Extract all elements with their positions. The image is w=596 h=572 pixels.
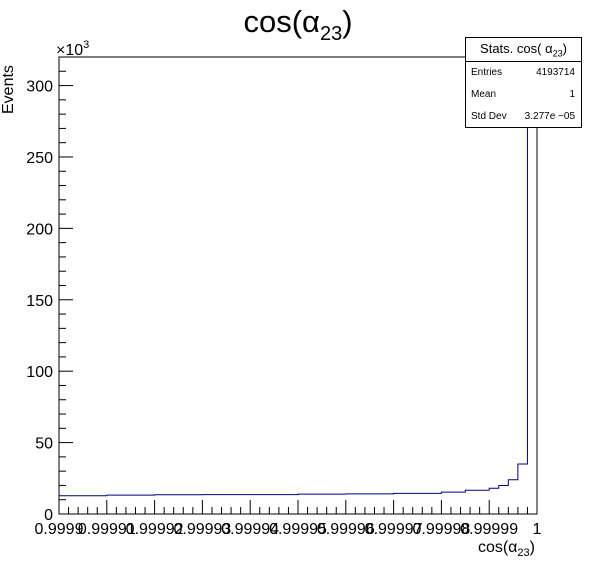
stats-mean-value: 1 — [569, 89, 575, 100]
stats-stddev-value: 3.277e −05 — [524, 111, 575, 122]
x-tick-label: 0.99992 — [126, 521, 184, 538]
stats-entries-value: 4193714 — [536, 67, 575, 78]
x-tick-label: 0.99998 — [412, 521, 470, 538]
x-axis-label-base: cos(α — [478, 539, 517, 556]
histogram-bin — [59, 496, 107, 514]
y-tick-label: 100 — [26, 364, 53, 381]
y-tick-label: 300 — [26, 79, 53, 96]
stats-box: Stats. cos( α23) Entries 4193714 Mean 1 … — [465, 37, 582, 128]
y-axis-label: Events — [0, 65, 17, 114]
stats-title: Stats. cos( α23) — [466, 38, 581, 62]
stats-mean-label: Mean — [471, 89, 497, 100]
x-tick-label: 1 — [533, 521, 542, 538]
y-tick-label: 200 — [26, 221, 53, 238]
histogram-bin — [465, 490, 489, 514]
stats-stddev-label: Std Dev — [471, 111, 507, 122]
y-tick-label: 250 — [26, 150, 53, 167]
x-tick-label: 0.9999 — [35, 521, 84, 538]
y-exponent-power: 3 — [83, 39, 89, 51]
x-axis-label-subscript: 23 — [517, 547, 529, 559]
x-axis-label-close: ) — [530, 539, 535, 556]
chart-title-close: ) — [342, 4, 352, 39]
x-axis-label: cos(α23) — [478, 539, 535, 559]
histogram-bin — [155, 495, 203, 514]
stats-row-mean: Mean 1 — [466, 84, 581, 106]
chart-title: cos(α23) — [243, 4, 352, 45]
histogram-bin — [250, 495, 298, 514]
y-exponent-label: ×103 — [56, 39, 89, 59]
stats-entries-label: Entries — [471, 67, 503, 78]
stats-title-subscript: 23 — [552, 48, 563, 59]
histogram-bin — [441, 492, 465, 514]
histogram-bin — [202, 495, 250, 514]
histogram-bin — [508, 480, 518, 514]
histogram-bin — [346, 494, 394, 514]
x-tick-label: 0.99996 — [317, 521, 375, 538]
stats-title-base: Stats. cos( α — [480, 41, 553, 56]
plot-frame — [58, 56, 538, 515]
y-exponent-base: ×10 — [56, 42, 83, 59]
histogram-bin — [518, 464, 528, 514]
histogram-bin — [394, 493, 442, 514]
x-tick-label: 0.99993 — [173, 521, 231, 538]
histogram-bin — [499, 485, 509, 514]
histogram-bin — [489, 488, 499, 514]
y-tick-label: 0 — [44, 507, 53, 524]
histogram-bin — [107, 495, 155, 514]
axis-tick-labels: 0501001502002503000.99990.999910.999920.… — [26, 79, 541, 538]
chart-title-subscript: 23 — [320, 23, 342, 45]
histogram-outline — [58, 70, 538, 514]
y-tick-label: 150 — [26, 293, 53, 310]
x-tick-label: 0.99991 — [78, 521, 136, 538]
histogram-bin — [298, 494, 346, 514]
stats-row-stddev: Std Dev 3.277e −05 — [466, 106, 581, 128]
stats-title-close: ) — [562, 41, 567, 56]
axis-ticks — [58, 56, 538, 515]
histogram-bars — [58, 70, 538, 514]
chart-title-base: cos(α — [243, 4, 320, 39]
x-tick-label: 0.99995 — [269, 521, 327, 538]
x-tick-label: 0.99994 — [221, 521, 279, 538]
x-tick-label: 0.99999 — [460, 521, 518, 538]
y-tick-label: 50 — [35, 436, 53, 453]
stats-row-entries: Entries 4193714 — [466, 62, 581, 84]
histogram-bin — [527, 71, 537, 514]
x-tick-label: 0.99997 — [365, 521, 423, 538]
